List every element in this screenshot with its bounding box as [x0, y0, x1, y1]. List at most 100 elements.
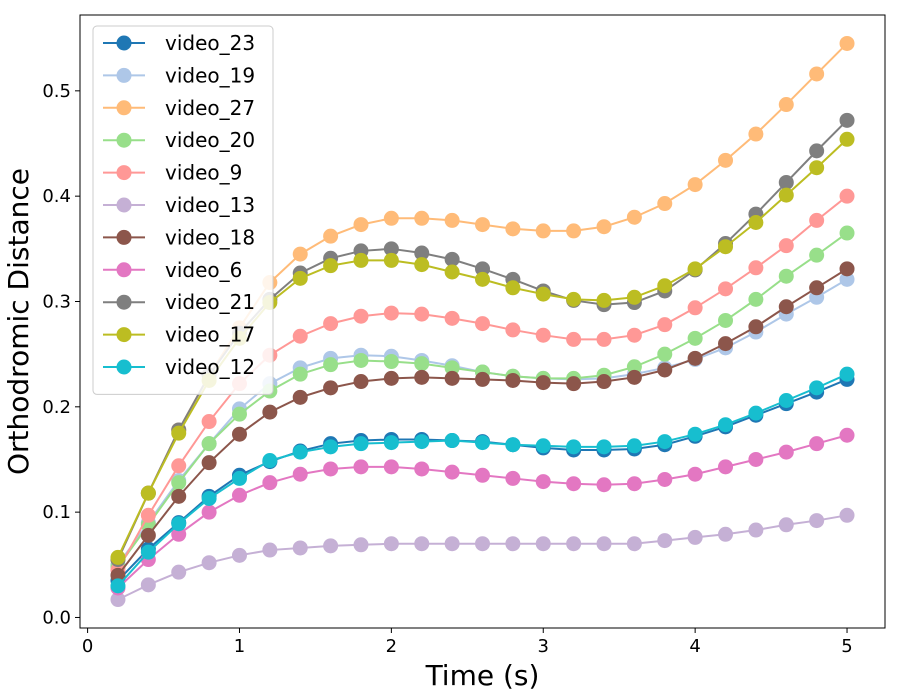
data-point — [778, 174, 794, 190]
data-point — [323, 228, 339, 244]
data-point — [596, 374, 612, 390]
data-point — [171, 526, 187, 542]
series-video_12 — [110, 366, 855, 594]
data-point — [231, 426, 247, 442]
data-point — [110, 592, 126, 608]
data-point — [839, 225, 855, 241]
data-point — [171, 564, 187, 580]
data-point — [778, 444, 794, 460]
data-point — [140, 527, 156, 543]
data-point — [505, 470, 521, 486]
data-point — [414, 245, 430, 261]
data-point — [596, 219, 612, 235]
series-video_6 — [110, 427, 855, 596]
data-point — [475, 371, 490, 387]
data-point — [535, 375, 551, 391]
data-point — [475, 536, 490, 552]
series-video_13 — [110, 507, 855, 608]
data-point — [383, 305, 399, 321]
data-point — [353, 217, 369, 233]
data-point — [778, 268, 794, 284]
data-point — [809, 143, 825, 159]
data-point — [535, 536, 551, 552]
data-point — [353, 436, 369, 452]
series-line-video_6 — [117, 434, 848, 589]
data-point — [414, 369, 430, 385]
data-point — [596, 536, 612, 552]
data-point — [626, 438, 642, 454]
data-point — [505, 372, 521, 388]
data-point — [323, 357, 339, 373]
data-point — [323, 380, 339, 396]
y-tick-label: 0.0 — [42, 607, 71, 628]
axis-ticks: 0 1 2 3 4 5 0.0 0.1 0.2 0.3 0.4 0.5 — [42, 81, 852, 657]
data-point — [262, 542, 278, 558]
legend-item-video_18: video_18 — [103, 225, 255, 249]
legend-label: video_12 — [165, 355, 255, 379]
data-point — [626, 359, 642, 375]
data-point — [201, 455, 217, 471]
legend-item-video_27: video_27 — [103, 96, 255, 120]
data-point — [748, 451, 764, 467]
data-point — [475, 316, 490, 332]
data-point — [231, 406, 247, 422]
data-point — [323, 258, 339, 274]
data-point — [839, 366, 855, 382]
data-point — [657, 434, 673, 450]
data-point — [140, 485, 156, 501]
data-point — [748, 260, 764, 276]
data-point — [171, 458, 187, 474]
data-point — [687, 529, 703, 545]
x-tick-label: 3 — [538, 636, 549, 657]
data-point — [839, 507, 855, 523]
series-video_18 — [110, 261, 855, 583]
data-point — [201, 555, 217, 571]
data-point — [475, 217, 490, 233]
data-point — [809, 280, 825, 296]
data-point — [414, 536, 430, 552]
data-point — [596, 439, 612, 455]
data-point — [353, 252, 369, 268]
data-point — [414, 434, 430, 450]
data-point — [718, 312, 734, 328]
data-point — [809, 380, 825, 396]
data-point — [171, 488, 187, 504]
legend-marker — [116, 262, 132, 278]
data-point — [626, 209, 642, 225]
data-point — [292, 270, 308, 286]
data-point — [444, 310, 460, 326]
data-point — [475, 467, 490, 483]
data-point — [323, 461, 339, 477]
data-point — [505, 536, 521, 552]
data-point — [626, 327, 642, 343]
y-tick-label: 0.3 — [42, 291, 71, 312]
data-point — [444, 464, 460, 480]
legend-label: video_17 — [165, 323, 255, 347]
legend-label: video_21 — [165, 290, 255, 314]
data-point — [383, 210, 399, 226]
data-point — [566, 536, 582, 552]
data-point — [809, 160, 825, 176]
data-point — [596, 292, 612, 308]
data-point — [292, 328, 308, 344]
data-point — [748, 126, 764, 142]
data-point — [839, 35, 855, 51]
data-point — [718, 459, 734, 475]
data-point — [292, 466, 308, 482]
legend-marker — [116, 294, 132, 310]
data-point — [110, 567, 126, 583]
data-point — [383, 536, 399, 552]
data-point — [566, 376, 582, 392]
data-point — [687, 330, 703, 346]
legend-label: video_6 — [165, 258, 242, 282]
data-point — [414, 356, 430, 372]
data-point — [383, 435, 399, 451]
data-point — [414, 210, 430, 226]
data-point — [566, 476, 582, 492]
data-point — [626, 476, 642, 492]
y-tick-label: 0.1 — [42, 502, 71, 523]
data-point — [171, 475, 187, 491]
data-point — [687, 261, 703, 277]
data-point — [626, 369, 642, 385]
data-point — [444, 264, 460, 280]
